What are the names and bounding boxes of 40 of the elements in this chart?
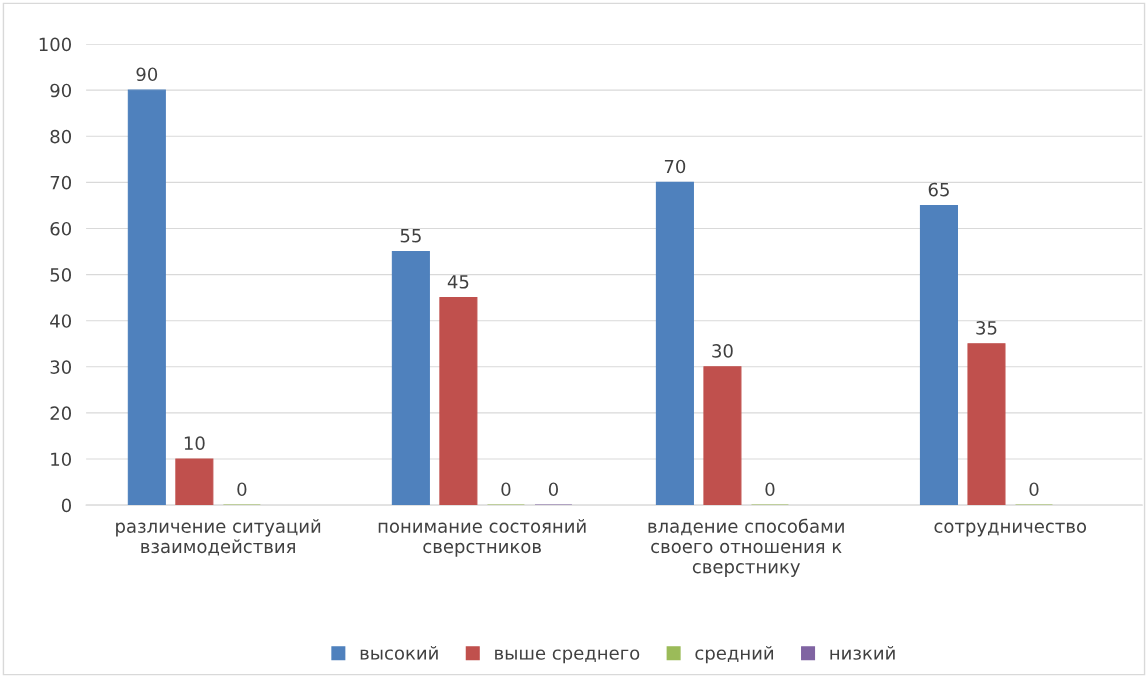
y-tick-label: 90: [50, 83, 72, 98]
y-tick-label: 20: [50, 406, 72, 421]
y-tick-label: 50: [50, 268, 72, 282]
data-label: 0: [1029, 482, 1039, 497]
bar: [127, 89, 166, 506]
data-label: 30: [712, 344, 733, 358]
legend-label: высокий: [360, 645, 438, 660]
y-tick-label: 30: [50, 360, 72, 374]
y-tick-label: 60: [50, 221, 72, 236]
data-label: 65: [928, 182, 949, 197]
y-tick-label: 0: [61, 498, 72, 513]
y-tick-label: 10: [51, 452, 72, 467]
bar: [391, 250, 430, 506]
data-label: 0: [765, 482, 775, 497]
data-label: 10: [184, 436, 205, 450]
legend-label: средний: [695, 645, 774, 664]
x-tick-label: сотрудничество: [934, 522, 1087, 537]
data-label: 70: [664, 159, 686, 174]
y-tick-label: 100: [39, 37, 72, 52]
data-label: 45: [447, 275, 469, 289]
bar: [175, 458, 214, 506]
x-tick-label: владение способами своего отношения к сверстнику: [648, 518, 844, 577]
data-label: 0: [237, 482, 247, 497]
x-tick-label: понимание состояний сверстников: [378, 519, 586, 557]
legend-label: выше среднего: [495, 649, 640, 664]
y-tick-label: 70: [50, 175, 72, 190]
data-label: 0: [548, 482, 558, 497]
bar: [655, 181, 694, 506]
bar: [919, 204, 958, 506]
bar: [703, 366, 742, 506]
data-label: 0: [501, 482, 511, 497]
bar: [967, 343, 1006, 506]
data-label: 90: [136, 67, 158, 82]
data-label: 55: [400, 229, 421, 243]
x-tick-label: различение ситуаций взаимодействия: [116, 519, 321, 556]
y-tick-label: 40: [50, 314, 72, 328]
data-label: 35: [976, 321, 997, 335]
legend-label: низкий: [830, 645, 895, 660]
bar: [439, 297, 478, 506]
y-tick-label: 80: [50, 129, 72, 144]
